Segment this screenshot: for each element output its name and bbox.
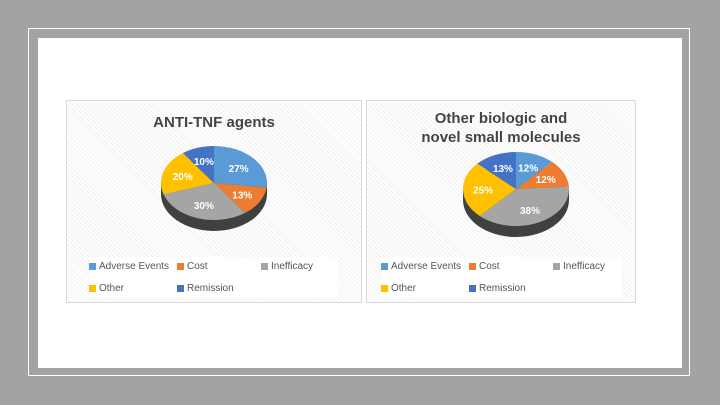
legend-label: Other [99, 283, 125, 294]
legend-swatch [469, 263, 476, 270]
legend-label: Other [391, 283, 417, 294]
legend-item: Other [381, 283, 416, 294]
pie-slice-remission [182, 146, 214, 183]
pie-slice-other [160, 153, 214, 195]
data-label: 10% [194, 157, 214, 168]
legend-item: Inefficacy [553, 261, 605, 272]
data-label: 30% [194, 201, 214, 212]
legend-label: Inefficacy [271, 261, 314, 272]
legend-swatch [261, 263, 268, 270]
legend-swatch [469, 285, 476, 292]
legend-item: Other [89, 283, 124, 294]
legend-item: Cost [469, 261, 500, 272]
legend-label: Remission [479, 283, 526, 294]
pie-slice-adverse-events [516, 152, 553, 189]
legend-item: Remission [469, 283, 526, 294]
pie-slice-adverse-events [214, 146, 267, 188]
pie-svg: 12%12% 38% 25%13% [463, 152, 569, 237]
legend-item: Cost [177, 261, 208, 272]
legend: Adverse Events Cost Inefficacy Other Remissi… [381, 257, 621, 297]
chart-title: ANTI-TNF agents [153, 114, 275, 131]
legend-swatch [381, 285, 388, 292]
pie-slice-cost [516, 162, 569, 189]
chart-title: Other biologic and novel small molecules [421, 110, 581, 146]
legend-label: Inefficacy [563, 261, 606, 272]
legend-swatch [89, 263, 96, 270]
data-label: 38% [520, 206, 540, 217]
legend-label: Adverse Events [99, 261, 170, 272]
data-label: 27% [229, 164, 249, 175]
pie-svg: 27% 13% 30% 20%10% [160, 146, 267, 231]
pie-slice-remission [477, 152, 516, 189]
legend-swatch [89, 285, 96, 292]
pie-slice-cost [214, 183, 267, 213]
legend-label: Cost [479, 261, 500, 272]
pie-slice-inefficacy [163, 183, 246, 220]
legend-item: Adverse Events [89, 261, 169, 272]
slide-frame [28, 28, 690, 376]
data-label: 12% [536, 175, 556, 186]
legend-swatch [177, 263, 184, 270]
pie-slice-other [463, 163, 516, 216]
legend-swatch [177, 285, 184, 292]
legend-item: Remission [177, 283, 234, 294]
legend-swatch [381, 263, 388, 270]
data-label: 20% [173, 172, 193, 183]
data-label: 25% [473, 186, 493, 197]
chart-other-biologic: Other biologic and novel small molecules… [366, 100, 636, 303]
chart-anti-tnf: ANTI-TNF agents 27% 13% 30% 20% 10% Adverse … [66, 100, 362, 303]
legend-item: Adverse Events [381, 261, 461, 272]
legend-item: Inefficacy [261, 261, 313, 272]
pie-slice-inefficacy [479, 186, 569, 226]
data-label: 12% [518, 164, 538, 175]
legend-label: Adverse Events [391, 261, 462, 272]
legend: Adverse Events Cost Inefficacy Other Remissi… [89, 257, 339, 297]
data-label: 13% [493, 164, 513, 175]
legend-label: Cost [187, 261, 208, 272]
data-label: 13% [232, 191, 252, 202]
legend-swatch [553, 263, 560, 270]
legend-label: Remission [187, 283, 234, 294]
